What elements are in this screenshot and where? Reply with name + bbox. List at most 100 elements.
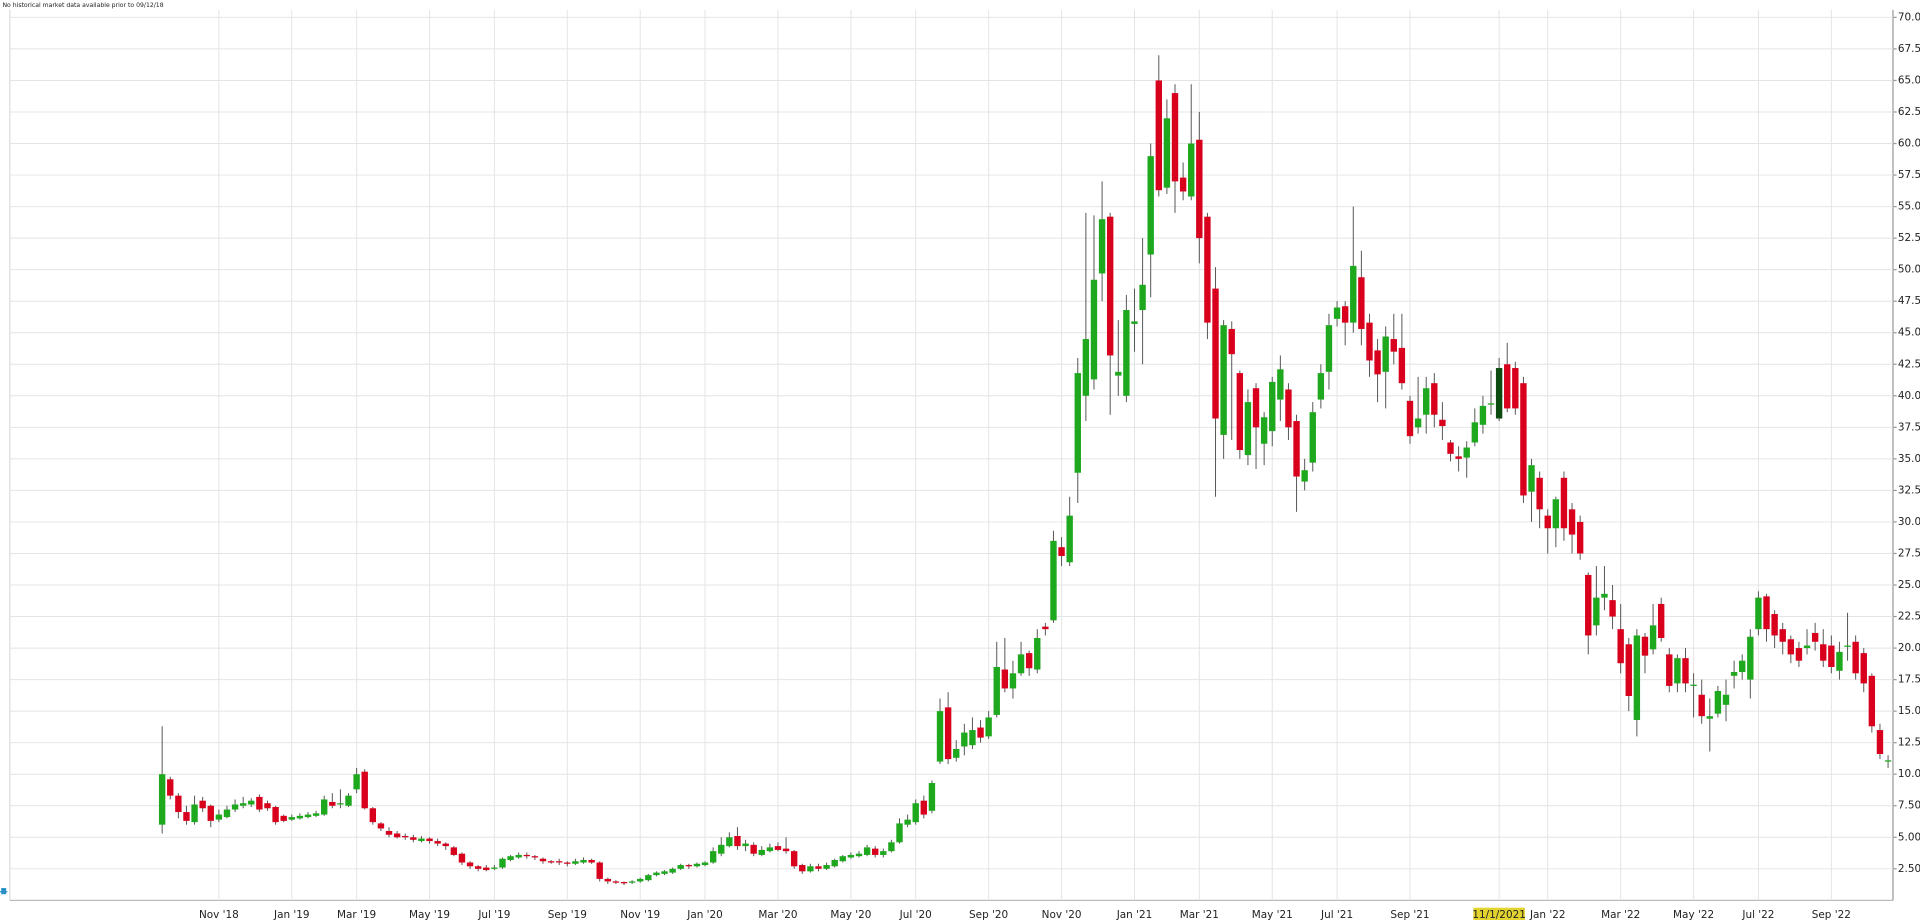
candle-body <box>1333 307 1341 319</box>
candle-body <box>1552 499 1560 529</box>
candle-body <box>1641 636 1649 656</box>
y-tick-label: 52.50 <box>1898 232 1920 244</box>
candle-body <box>628 881 636 883</box>
candle-body <box>896 823 903 843</box>
candle-body <box>1382 336 1389 372</box>
candle-body <box>1350 265 1357 323</box>
candle-body <box>1325 325 1333 372</box>
y-tick-label: 25.00 <box>1898 579 1920 591</box>
candle-body <box>175 795 182 813</box>
candle-body <box>580 859 587 863</box>
candle-body <box>1106 216 1114 356</box>
y-tick-label: 27.50 <box>1898 547 1920 559</box>
y-tick-label: 17.50 <box>1898 674 1920 686</box>
candle-body <box>823 865 830 869</box>
candle-body <box>1674 658 1681 684</box>
x-tick-label: Sep '20 <box>969 909 1008 920</box>
candle-body <box>1585 574 1592 636</box>
candle-body <box>523 854 530 857</box>
candle-body <box>1495 368 1503 419</box>
y-tick-label: 55.00 <box>1898 201 1920 213</box>
candle-body <box>912 803 919 823</box>
candle-body <box>280 815 287 821</box>
candle-body <box>1414 418 1422 428</box>
y-tick-label: 47.50 <box>1898 295 1920 307</box>
corner-icon <box>0 888 8 895</box>
candle-body <box>1795 648 1803 661</box>
candle-body <box>466 862 474 867</box>
candle-body <box>183 812 190 821</box>
candle-body <box>402 836 409 838</box>
candle-body <box>1228 328 1235 355</box>
candle-body <box>1001 669 1009 689</box>
candle-body <box>1285 389 1292 428</box>
candle-body <box>961 732 968 747</box>
candle-body <box>1244 402 1252 456</box>
y-tick-label: 42.50 <box>1898 358 1920 370</box>
candle-body <box>620 882 628 884</box>
candle-body <box>337 803 344 805</box>
candle-body <box>1115 371 1122 376</box>
candle-body <box>256 796 263 810</box>
candle-body <box>1358 277 1365 329</box>
candle-body <box>1463 447 1470 458</box>
candle-body <box>726 837 733 847</box>
candle-body <box>450 847 458 855</box>
candle-body <box>1755 597 1762 630</box>
candle-body <box>1852 641 1859 674</box>
candle-body <box>1479 405 1487 425</box>
candle-body <box>1698 694 1705 717</box>
candle-body <box>491 867 498 869</box>
candle-body <box>1884 760 1892 762</box>
candle-body <box>442 843 449 847</box>
candle-body <box>191 804 198 823</box>
x-tick-label: Nov '18 <box>199 909 239 920</box>
candle-body <box>345 795 352 806</box>
candle-body <box>1625 644 1632 697</box>
candle-body <box>248 800 255 805</box>
candle-body <box>977 727 984 738</box>
candle-body <box>588 859 595 863</box>
candle-body <box>1366 322 1373 361</box>
candle-body <box>231 804 239 810</box>
candle-body <box>1828 645 1835 667</box>
candle-body <box>596 862 603 879</box>
candle-body <box>369 808 377 823</box>
candle-body <box>1649 625 1657 650</box>
candle-body <box>458 853 466 863</box>
x-tick-label: 11/1/2021 <box>1472 909 1526 920</box>
candle-body <box>1301 470 1308 482</box>
candle-body <box>1682 658 1689 684</box>
candle-body <box>1633 635 1641 720</box>
candle-body <box>742 843 749 847</box>
candle-body <box>1836 651 1843 671</box>
candle-body <box>1188 143 1195 197</box>
labels: 2.50 5.00 7.50 10.00 12.50 15.00 17.50 20.00 22.… <box>199 11 1920 920</box>
candle-body <box>507 856 514 860</box>
candle-body <box>1406 400 1414 437</box>
x-tick-label: Mar '20 <box>758 909 797 920</box>
candle-body <box>1017 654 1025 674</box>
candle-body <box>1520 383 1527 496</box>
candle-body <box>1277 369 1284 400</box>
y-tick-label: 15.00 <box>1898 705 1920 717</box>
candle-body <box>1609 600 1616 617</box>
candle-body <box>669 868 676 873</box>
candle-body <box>799 865 806 872</box>
candle-body <box>1163 118 1171 188</box>
candle-body <box>272 807 279 823</box>
candle-body <box>1025 653 1033 669</box>
candle-body <box>1617 629 1624 664</box>
y-tick-label: 67.50 <box>1898 43 1920 55</box>
candle-body <box>1220 325 1227 435</box>
candle-body <box>1560 477 1568 529</box>
candle-body <box>1034 637 1041 670</box>
x-tick-label: Jul '22 <box>1741 909 1774 920</box>
candle-body <box>944 707 952 760</box>
candle-body <box>304 814 312 818</box>
y-tick-label: 70.00 <box>1898 11 1920 23</box>
candle-body <box>872 848 879 855</box>
candle-body <box>774 846 782 850</box>
